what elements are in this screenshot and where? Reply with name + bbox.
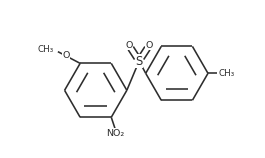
Text: CH₃: CH₃ (38, 45, 54, 54)
Text: S: S (135, 55, 143, 68)
Text: O: O (125, 41, 132, 50)
Text: O: O (146, 41, 153, 50)
Text: O: O (62, 51, 70, 60)
Text: NO₂: NO₂ (106, 129, 124, 138)
Text: CH₃: CH₃ (219, 69, 235, 78)
